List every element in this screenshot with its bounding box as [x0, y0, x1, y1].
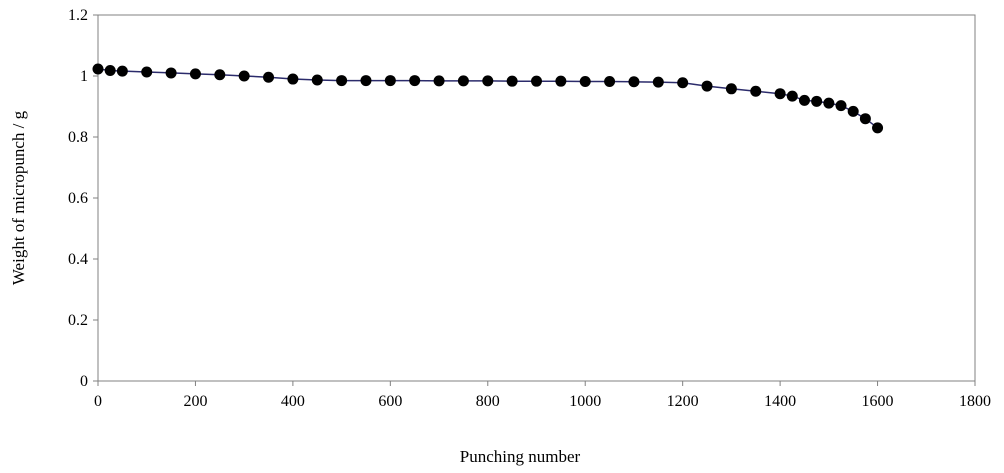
data-point [104, 65, 116, 77]
data-point [701, 80, 713, 92]
y-axis: 0 0.2 0.4 0.6 0.8 1 1.2 [68, 7, 98, 390]
data-point [579, 75, 591, 87]
series-layer [92, 63, 884, 134]
data-point [409, 75, 421, 87]
data-point [604, 75, 616, 87]
data-point [786, 90, 798, 102]
data-point [287, 73, 299, 85]
data-point [214, 69, 226, 81]
x-tick-label: 1400 [764, 393, 796, 410]
data-point [531, 75, 542, 87]
y-tick-label: 0.4 [68, 251, 88, 268]
y-tick-label: 0.8 [68, 129, 88, 146]
data-point [189, 68, 201, 80]
data-point [482, 75, 494, 87]
data-point [774, 88, 786, 100]
y-axis-title: Weight of micropunch / g [9, 110, 28, 285]
data-point [141, 66, 153, 78]
data-point [859, 113, 871, 125]
x-tick-label: 600 [378, 393, 402, 410]
y-tick-label: 0.2 [68, 312, 88, 329]
data-point [725, 83, 737, 95]
plot-area [97, 14, 976, 382]
data-point [92, 63, 104, 75]
x-tick-label: 1600 [862, 393, 894, 410]
x-tick-label: 1800 [959, 393, 991, 410]
data-point [847, 105, 859, 117]
data-point [677, 77, 689, 89]
data-point [628, 76, 640, 88]
x-tick-label: 200 [183, 393, 207, 410]
y-tick-label: 1.2 [68, 7, 88, 24]
x-tick-label: 1000 [569, 393, 601, 410]
data-point [811, 95, 823, 107]
x-axis: 0 200 400 600 800 1000 1200 1400 1600 1800 [94, 381, 991, 410]
data-point [311, 74, 323, 86]
data-point [823, 97, 835, 109]
data-point [835, 100, 847, 112]
data-point [238, 70, 250, 82]
x-axis-title: Punching number [460, 447, 581, 466]
data-point [384, 75, 396, 87]
data-point [263, 71, 275, 83]
x-tick-label: 400 [281, 393, 305, 410]
data-point [165, 67, 177, 79]
x-tick-label: 0 [94, 393, 102, 410]
x-tick-label: 800 [476, 393, 500, 410]
data-point [336, 75, 348, 87]
y-tick-label: 0 [80, 373, 88, 390]
data-point [652, 76, 664, 88]
data-point [457, 75, 469, 87]
data-point [360, 75, 372, 87]
data-point [433, 75, 445, 87]
data-point [506, 75, 518, 87]
data-point [555, 75, 567, 87]
data-point [750, 85, 762, 97]
x-tick-label: 1200 [667, 393, 699, 410]
data-point [872, 122, 884, 134]
data-point [798, 94, 810, 106]
y-tick-label: 1 [80, 68, 88, 85]
data-point [116, 65, 128, 77]
y-tick-label: 0.6 [68, 190, 88, 207]
